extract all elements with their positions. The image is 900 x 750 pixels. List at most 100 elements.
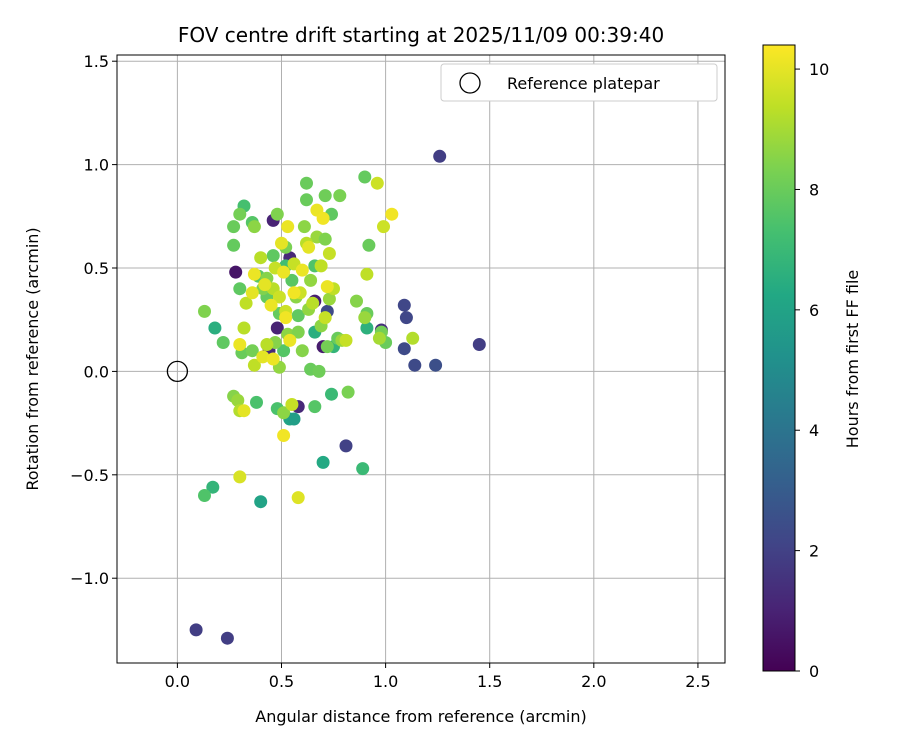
data-point (279, 311, 293, 325)
data-point (254, 251, 268, 265)
data-point (208, 321, 222, 335)
data-point (189, 623, 203, 637)
data-point (372, 331, 386, 345)
data-point (247, 358, 261, 372)
data-point (360, 267, 374, 281)
data-point (370, 176, 384, 190)
reference-platepar-marker (166, 360, 189, 383)
data-point (472, 338, 486, 351)
data-point (312, 364, 326, 378)
data-point (429, 358, 443, 372)
data-point (287, 412, 301, 426)
x-axis-ticks: 0.0 0.5 1.0 1.5 2.0 2.5 (165, 663, 711, 691)
data-point (385, 207, 399, 221)
data-point (300, 193, 313, 207)
colorbar-label: Hours from first FF file (843, 270, 862, 449)
data-point (285, 273, 299, 287)
data-point (320, 340, 334, 354)
data-point (356, 462, 370, 476)
data-points (189, 149, 486, 645)
legend-label-reference-platepar: Reference platepar (507, 74, 660, 93)
x-tick-label: 2.0 (581, 672, 606, 691)
y-axis-label: Rotation from reference (arcmin) (23, 227, 42, 490)
data-point (397, 298, 411, 312)
data-point (206, 480, 220, 494)
data-point (339, 333, 353, 347)
data-point (287, 286, 301, 300)
data-point (291, 325, 305, 339)
colorbar-tick-label: 8 (809, 180, 819, 199)
data-point (283, 333, 297, 347)
data-point (318, 311, 332, 325)
chart-title: FOV centre drift starting at 2025/11/09 … (178, 23, 664, 47)
x-axis-label: Angular distance from reference (arcmin) (255, 707, 586, 726)
data-point (247, 220, 261, 234)
y-tick-label: 0.0 (84, 362, 109, 381)
data-point (270, 321, 284, 335)
y-tick-label: −0.5 (70, 466, 109, 485)
colorbar-tick-label: 4 (809, 421, 819, 440)
colorbar-tick-label: 0 (809, 662, 819, 681)
data-point (318, 189, 332, 203)
x-tick-label: 0.0 (165, 672, 190, 691)
data-point (237, 404, 251, 418)
data-point (304, 273, 318, 287)
data-point (285, 398, 299, 411)
data-point (341, 385, 355, 399)
data-point (254, 495, 268, 509)
data-point (360, 321, 374, 335)
legend-box (440, 63, 718, 102)
data-point (233, 470, 247, 484)
data-point (325, 387, 338, 401)
data-point (339, 439, 353, 453)
data-point (233, 207, 247, 221)
data-point (291, 309, 305, 323)
data-point (198, 489, 211, 502)
colorbar: 0 2 4 6 8 10 Hours from first FF file (762, 44, 862, 681)
colorbar-ticks: 0 2 4 6 8 10 (795, 60, 829, 681)
data-point (316, 211, 330, 225)
data-point (275, 236, 288, 250)
plot-frame (116, 54, 726, 664)
data-point (198, 304, 211, 318)
data-point (256, 350, 270, 364)
data-point (277, 406, 291, 420)
y-tick-label: 1.5 (84, 52, 109, 71)
data-point (318, 232, 332, 246)
data-point (300, 176, 313, 190)
data-point (272, 290, 286, 304)
data-point (322, 292, 336, 306)
data-point (277, 344, 291, 358)
data-point (333, 189, 347, 203)
data-point (277, 265, 291, 279)
legend: Reference platepar (440, 63, 718, 102)
data-point (314, 259, 328, 273)
data-point (245, 344, 259, 358)
data-point (266, 249, 280, 263)
data-point (247, 267, 261, 281)
data-point (245, 286, 259, 300)
data-point (281, 220, 295, 234)
data-point (362, 238, 376, 252)
data-point (306, 296, 320, 310)
data-point (229, 265, 243, 279)
data-point (231, 393, 245, 407)
x-tick-label: 0.5 (269, 672, 294, 691)
data-point (295, 344, 309, 358)
data-point (399, 311, 413, 325)
data-point (350, 294, 363, 308)
colorbar-tick-label: 6 (809, 301, 819, 320)
colorbar-gradient (762, 44, 796, 672)
legend-marker-icon (459, 72, 481, 94)
colorbar-tick-label: 2 (809, 542, 819, 561)
data-point (322, 247, 336, 260)
x-tick-label: 2.5 (685, 672, 710, 691)
data-point (320, 280, 334, 294)
data-point (397, 342, 411, 356)
data-point (270, 207, 284, 221)
data-point (358, 311, 372, 325)
data-point (316, 455, 330, 469)
data-point (233, 338, 247, 351)
data-point (377, 220, 390, 234)
